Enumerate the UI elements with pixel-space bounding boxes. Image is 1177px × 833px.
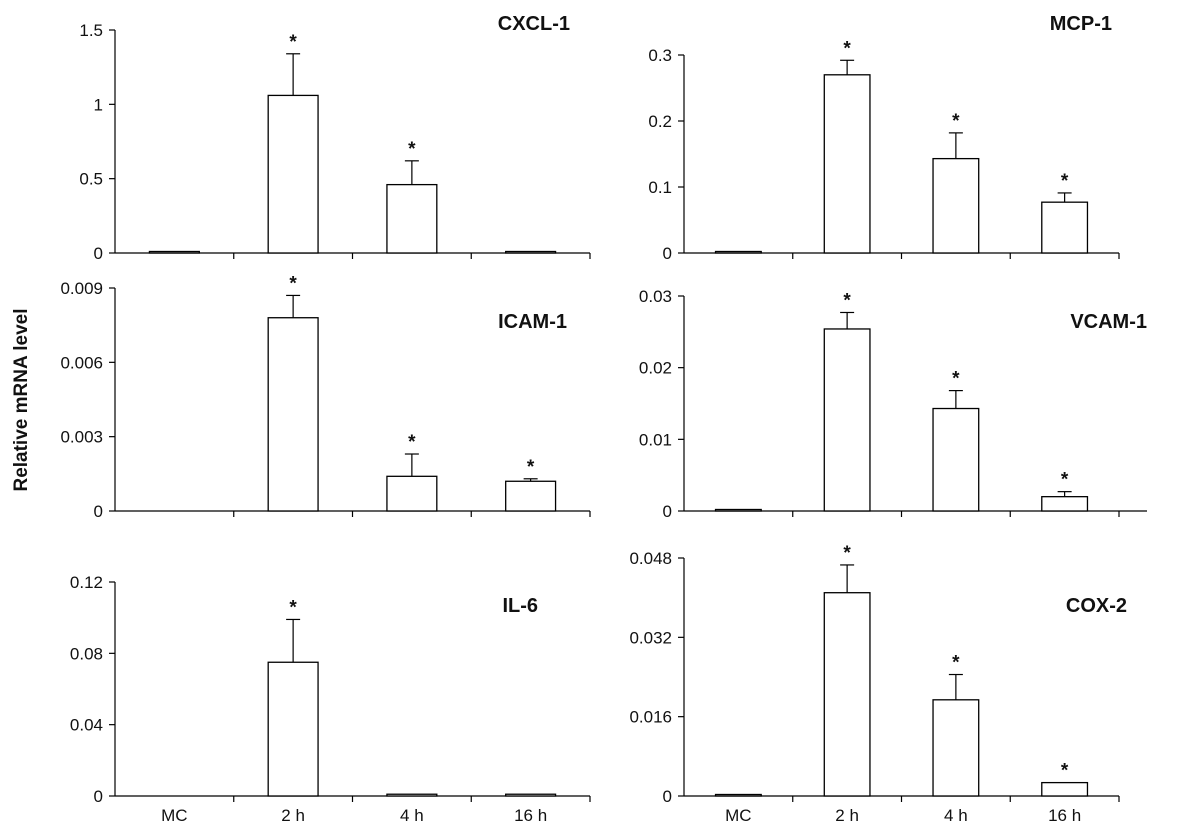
significance-asterisk: * xyxy=(1061,761,1069,782)
significance-asterisk: * xyxy=(843,38,851,59)
panel-title: MCP-1 xyxy=(1050,13,1112,35)
significance-asterisk: * xyxy=(289,597,297,618)
panel-title: CXCL-1 xyxy=(498,13,570,35)
y-tick-label: 0.003 xyxy=(60,428,103,447)
y-tick-label: 0 xyxy=(94,502,103,521)
y-tick-label: 0.006 xyxy=(60,353,103,372)
y-tick-label: 0 xyxy=(94,244,103,263)
significance-asterisk: * xyxy=(1061,171,1069,192)
y-tick-label: 1 xyxy=(94,95,103,114)
significance-asterisk: * xyxy=(952,111,960,132)
y-tick-label: 0.01 xyxy=(639,430,672,449)
significance-asterisk: * xyxy=(527,457,535,478)
y-tick-label: 0.016 xyxy=(629,708,672,727)
x-tick-label: 2 h xyxy=(281,806,305,825)
bar xyxy=(1042,497,1088,511)
x-tick-label: MC xyxy=(725,806,751,825)
bar xyxy=(716,795,762,797)
significance-asterisk: * xyxy=(408,432,416,453)
bar xyxy=(506,252,556,254)
y-tick-label: 0.12 xyxy=(70,573,103,592)
bar xyxy=(268,662,318,796)
y-tick-label: 0.03 xyxy=(639,287,672,306)
panel-title: VCAM-1 xyxy=(1070,311,1147,333)
bar xyxy=(1042,783,1088,796)
significance-asterisk: * xyxy=(289,273,297,294)
y-tick-label: 0.032 xyxy=(629,628,672,647)
y-tick-label: 0.2 xyxy=(648,112,672,131)
significance-asterisk: * xyxy=(1061,470,1069,491)
x-tick-label: 16 h xyxy=(514,806,547,825)
y-tick-label: 0.04 xyxy=(70,716,103,735)
bar xyxy=(506,481,556,511)
y-tick-label: 0.3 xyxy=(648,46,672,65)
bar xyxy=(824,593,870,796)
significance-asterisk: * xyxy=(952,653,960,674)
y-tick-label: 0.5 xyxy=(79,170,103,189)
bar xyxy=(387,476,437,511)
x-tick-label: 4 h xyxy=(400,806,424,825)
y-tick-label: 0 xyxy=(663,244,672,263)
y-tick-label: 0.1 xyxy=(648,178,672,197)
bar xyxy=(824,329,870,511)
y-tick-label: 0 xyxy=(663,502,672,521)
significance-asterisk: * xyxy=(408,139,416,160)
y-tick-label: 1.5 xyxy=(79,21,103,40)
y-tick-label: 0.048 xyxy=(629,549,672,568)
bar xyxy=(387,794,437,796)
y-tick-label: 0.08 xyxy=(70,644,103,663)
bar xyxy=(268,318,318,511)
y-tick-label: 0 xyxy=(94,787,103,806)
significance-asterisk: * xyxy=(952,369,960,390)
significance-asterisk: * xyxy=(289,32,297,53)
significance-asterisk: * xyxy=(843,543,851,564)
bar xyxy=(1042,202,1088,253)
bar xyxy=(149,252,199,254)
bar xyxy=(387,185,437,253)
y-tick-label: 0 xyxy=(663,787,672,806)
x-tick-label: 16 h xyxy=(1048,806,1081,825)
y-tick-label: 0.02 xyxy=(639,359,672,378)
panel-title: IL-6 xyxy=(502,595,538,617)
bar xyxy=(933,700,979,796)
significance-asterisk: * xyxy=(843,290,851,311)
x-tick-label: MC xyxy=(161,806,187,825)
x-tick-label: 2 h xyxy=(835,806,859,825)
bar xyxy=(933,409,979,511)
bar xyxy=(716,510,762,512)
bar xyxy=(824,75,870,253)
x-tick-label: 4 h xyxy=(944,806,968,825)
bar xyxy=(268,95,318,253)
panel-title: ICAM-1 xyxy=(498,311,567,333)
bar xyxy=(506,794,556,796)
panel-title: COX-2 xyxy=(1066,595,1127,617)
y-tick-label: 0.009 xyxy=(60,279,103,298)
bar xyxy=(933,159,979,253)
bar xyxy=(716,252,762,254)
